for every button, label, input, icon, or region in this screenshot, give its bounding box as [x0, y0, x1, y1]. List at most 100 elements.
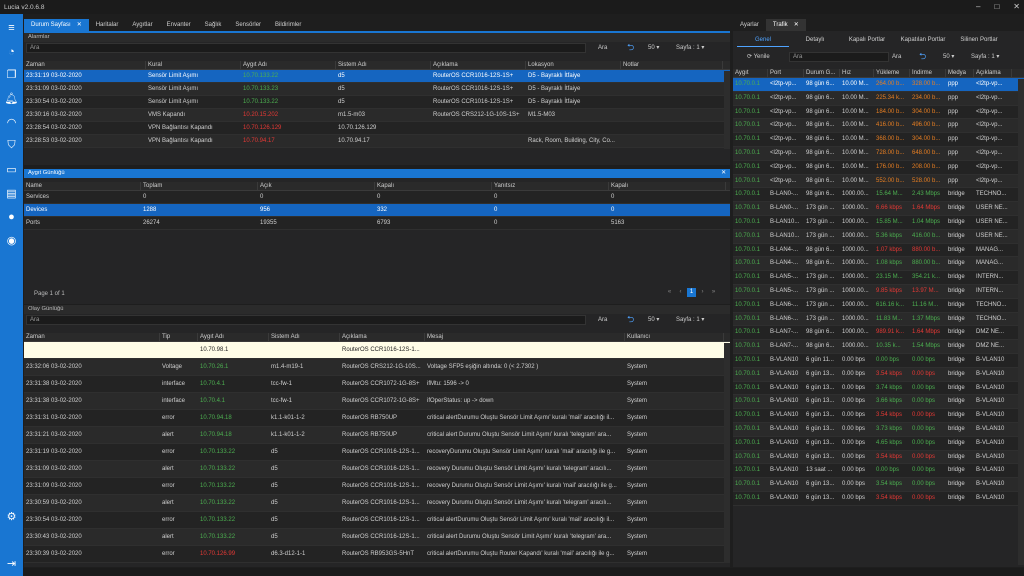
- column-header[interactable]: Kural: [146, 61, 241, 69]
- traffic-search-input[interactable]: Ara: [789, 52, 889, 62]
- user-icon[interactable]: ●: [8, 210, 15, 223]
- tab-sensorler[interactable]: Sensörler: [235, 22, 262, 28]
- tab-envanter[interactable]: Envanter: [166, 22, 191, 28]
- table-row[interactable]: 10.70.0.1 B-LAN6-... 173 gün ... 1000.00...…: [733, 312, 1024, 327]
- table-row[interactable]: 10.70.0.1 B-LAN0-... 98 gün 6... 1000.00...…: [733, 188, 1024, 203]
- table-row[interactable]: 10.70.0.1 B-VLAN10 6 gün 13... 0.00 bps 3.73…: [733, 422, 1024, 437]
- bell-icon[interactable]: 🔔︎: [4, 93, 19, 105]
- alarms-page-size[interactable]: 50 ▾: [648, 45, 660, 51]
- column-header[interactable]: Name: [24, 182, 141, 190]
- table-row[interactable]: 10.70.0.1 <l2tp-vp... 98 gün 6... 10.00 M..…: [733, 133, 1024, 147]
- table-row[interactable]: 10.70.0.1 B-LAN7-... 98 gün 6... 1000.00...…: [733, 326, 1024, 341]
- table-row[interactable]: 23:28:53 03-02-2020 VPN Bağlantısı Kapand…: [24, 135, 730, 148]
- table-row[interactable]: 23:30:54 03-02-2020 error 10.70.133.22 d5 Ro…: [24, 512, 730, 529]
- logout-icon[interactable]: ⇥: [6, 558, 17, 570]
- table-row[interactable]: 10.70.0.1 B-VLAN10 6 gün 13... 0.00 bps 4.65…: [733, 436, 1024, 451]
- table-row[interactable]: 23:31:19 03-02-2020 error 10.70.133.22 d5 Ro…: [24, 444, 730, 461]
- table-row[interactable]: 10.70.0.1 <l2tp-vp... 98 gün 6... 10.00 M..…: [733, 105, 1024, 120]
- tab-haritalar[interactable]: Haritalar: [95, 22, 119, 28]
- table-row[interactable]: 10.70.0.1 B-LAN6-... 173 gün ... 1000.00...…: [733, 298, 1024, 313]
- column-header[interactable]: Kapalı: [375, 182, 492, 190]
- close-tab-icon[interactable]: ✕: [793, 22, 799, 28]
- traffic-page-select[interactable]: Sayfa : 1 ▾: [971, 54, 1000, 60]
- alarms-search-input[interactable]: Ara: [26, 43, 586, 53]
- events-search-button[interactable]: Ara: [598, 317, 608, 323]
- column-header[interactable]: Hız: [840, 69, 874, 77]
- events-page-size[interactable]: 50 ▾: [648, 317, 660, 323]
- tab-trafik[interactable]: Trafik ✕: [765, 19, 806, 31]
- copy-icon[interactable]: ❐: [6, 69, 17, 81]
- alarms-page-select[interactable]: Sayfa : 1 ▾: [676, 45, 705, 51]
- column-header[interactable]: Aygıt Adı: [198, 333, 269, 341]
- close-icon[interactable]: ✕: [1013, 2, 1020, 11]
- events-scrollbar[interactable]: [724, 343, 730, 563]
- last-page-icon[interactable]: »: [711, 289, 716, 295]
- tab-aygitlar[interactable]: Aygıtlar: [132, 22, 153, 28]
- column-header[interactable]: Port: [768, 69, 804, 77]
- column-header[interactable]: Aygıt Adı: [241, 61, 336, 69]
- table-row[interactable]: 10.70.0.1 B-VLAN10 6 gün 13... 0.00 bps 3.66…: [733, 395, 1024, 410]
- table-row[interactable]: 10.70.0.1 <l2tp-vp... 98 gün 6... 10.00 M..…: [733, 146, 1024, 161]
- events-page-select[interactable]: Sayfa : 1 ▾: [676, 317, 705, 323]
- table-row[interactable]: 10.70.0.1 <l2tp-vp... 98 gün 6... 10.00 M..…: [733, 91, 1024, 106]
- table-row[interactable]: 10.70.0.1 B-LAN4-... 98 gün 6... 1000.00...…: [733, 257, 1024, 272]
- table-row[interactable]: 23:31:31 03-02-2020 error 10.70.94.18 k1.1-…: [24, 410, 730, 427]
- tab-saglik[interactable]: Sağlık: [204, 22, 222, 28]
- table-row[interactable]: 10.70.98.1 RouterOS CCR1016-12S-1...: [24, 342, 730, 359]
- table-row[interactable]: 23:28:54 03-02-2020 VPN Bağlantısı Kapand…: [24, 122, 730, 135]
- first-page-icon[interactable]: «: [667, 289, 672, 295]
- table-row[interactable]: 10.70.0.1 <l2tp-vp... 98 gün 6... 10.00 M..…: [733, 119, 1024, 134]
- table-row[interactable]: 10.70.0.1 B-LAN7-... 98 gün 6... 1000.00...…: [733, 340, 1024, 354]
- table-row[interactable]: 10.70.0.1 B-LAN10... 173 gün ... 1000.00...…: [733, 229, 1024, 244]
- table-row[interactable]: 10.70.0.1 <l2tp-vp... 98 gün 6... 10.00 M..…: [733, 78, 1024, 92]
- column-header[interactable]: Medya: [946, 69, 974, 77]
- column-header[interactable]: Açıklama: [340, 333, 425, 341]
- table-row[interactable]: 10.70.0.1 B-LAN5-... 173 gün ... 1000.00...…: [733, 284, 1024, 299]
- column-header[interactable]: Mesaj: [425, 333, 625, 341]
- terminal-icon[interactable]: ▭: [6, 164, 17, 176]
- current-page-button[interactable]: 1: [687, 288, 696, 297]
- table-row[interactable]: 23:30:43 03-02-2020 alert 10.70.133.22 d5 Ro…: [24, 529, 730, 546]
- table-row[interactable]: 10.70.0.1 B-VLAN10 6 gün 13... 0.00 bps 3.74…: [733, 381, 1024, 396]
- column-header[interactable]: Kapalı: [609, 182, 726, 190]
- column-header[interactable]: Açıklama: [431, 61, 526, 69]
- table-row[interactable]: 10.70.0.1 B-VLAN10 13 saat ... 0.00 bps 0.00…: [733, 464, 1024, 479]
- subtab-genel[interactable]: Genel: [737, 34, 789, 47]
- table-row[interactable]: 23:30:59 03-02-2020 alert 10.70.133.22 d5 Ro…: [24, 495, 730, 512]
- alarms-scrollbar[interactable]: [724, 71, 730, 149]
- table-row[interactable]: 23:30:54 03-02-2020 Sensör Limit Aşımı 10.…: [24, 96, 730, 109]
- close-panel-icon[interactable]: ✕: [721, 170, 726, 176]
- subtab-kapali-portlar[interactable]: Kapalı Portlar: [848, 37, 886, 43]
- next-page-icon[interactable]: ›: [701, 289, 704, 295]
- table-row[interactable]: 23:31:09 03-02-2020 alert 10.70.133.22 d5 Ro…: [24, 461, 730, 478]
- column-header[interactable]: Zaman: [24, 333, 160, 341]
- column-header[interactable]: Yükleme: [874, 69, 910, 77]
- wifi-icon[interactable]: ◠: [6, 117, 17, 129]
- dashboard-icon[interactable]: ◔: [8, 45, 15, 58]
- table-row[interactable]: 23:31:09 03-02-2020 error 10.70.133.22 d5 Ro…: [24, 478, 730, 495]
- table-row[interactable]: 10.70.0.1 B-VLAN10 6 gün 13... 0.00 bps 3.54…: [733, 450, 1024, 465]
- prev-page-icon[interactable]: ‹: [679, 289, 682, 295]
- user-badge-icon[interactable]: ◉: [6, 235, 17, 247]
- column-header[interactable]: Notlar: [621, 61, 723, 69]
- table-row[interactable]: 10.70.0.1 <l2tp-vp... 98 gün 6... 10.00 M..…: [733, 160, 1024, 175]
- back-arrow-icon[interactable]: ⮌: [919, 51, 927, 61]
- table-row[interactable]: 10.70.0.1 B-VLAN10 6 gün 13... 0.00 bps 3.54…: [733, 478, 1024, 492]
- column-header[interactable]: Sistem Adı: [336, 61, 431, 69]
- table-row[interactable]: 23:31:19 03-02-2020 Sensör Limit Aşımı 10.…: [24, 70, 730, 83]
- table-row[interactable]: 23:31:09 03-02-2020 Sensör Limit Aşımı 10.…: [24, 83, 730, 96]
- table-row[interactable]: 10.70.0.1 B-VLAN10 6 gün 11... 0.00 bps 0.00…: [733, 353, 1024, 368]
- traffic-search-button[interactable]: Ara: [892, 54, 902, 60]
- tab-durum-sayfasi[interactable]: Durum Sayfası ✕: [24, 19, 89, 31]
- traffic-page-size[interactable]: 50 ▾: [943, 54, 955, 60]
- table-row[interactable]: Devices 1288 956 332 0 0: [24, 204, 730, 217]
- table-row[interactable]: 10.70.0.1 B-LAN4-... 98 gün 6... 1000.00...…: [733, 243, 1024, 258]
- table-row[interactable]: Ports 26274 19355 6793 0 5163: [24, 217, 730, 230]
- shield-icon[interactable]: ⛉: [7, 139, 16, 151]
- column-header[interactable]: Lokasyon: [526, 61, 621, 69]
- column-header[interactable]: Aygıt: [733, 69, 768, 77]
- table-row[interactable]: 23:31:38 03-02-2020 interface 10.70.4.1 tcc…: [24, 393, 730, 410]
- table-row[interactable]: 23:30:16 03-02-2020 VMS Kapandı 10.20.15.2…: [24, 109, 730, 122]
- close-tab-icon[interactable]: ✕: [76, 22, 82, 28]
- column-header[interactable]: Yanıtsız: [492, 182, 609, 190]
